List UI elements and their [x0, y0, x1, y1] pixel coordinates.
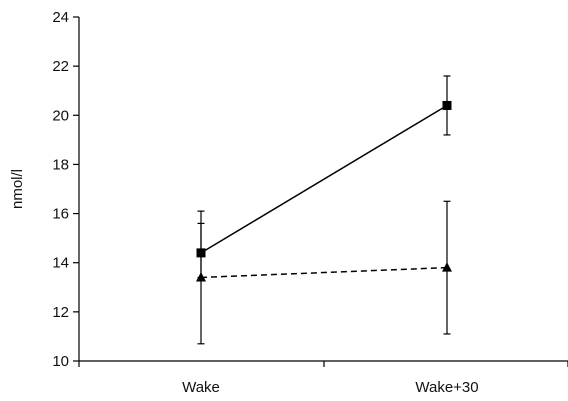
series-1-square — [196, 75, 452, 279]
y-tick-label: 16 — [52, 206, 69, 223]
y-axis-label: nmol/l — [9, 169, 26, 209]
x-tick-label: Wake+30 — [415, 379, 478, 396]
data-point-square — [442, 100, 452, 110]
data-point-triangle — [196, 271, 206, 282]
y-tick-label: 14 — [52, 255, 69, 272]
y-axis-ticks: 10 12 14 16 18 20 22 24 — [52, 9, 79, 370]
series-2-triangle — [196, 200, 452, 345]
series-line — [200, 104, 448, 254]
series-layer — [196, 75, 452, 345]
x-tick-label: Wake — [182, 379, 220, 396]
y-tick-label: 22 — [52, 58, 69, 75]
y-tick-label: 20 — [52, 107, 69, 124]
y-tick-label: 12 — [52, 304, 69, 321]
y-tick-label: 18 — [52, 156, 69, 173]
x-axis-ticks: Wake Wake+30 — [78, 361, 568, 396]
y-tick-label: 24 — [52, 9, 69, 26]
y-tick-label: 10 — [52, 353, 69, 370]
series-line — [200, 266, 448, 279]
data-point-triangle — [442, 262, 452, 272]
axes — [78, 17, 568, 362]
